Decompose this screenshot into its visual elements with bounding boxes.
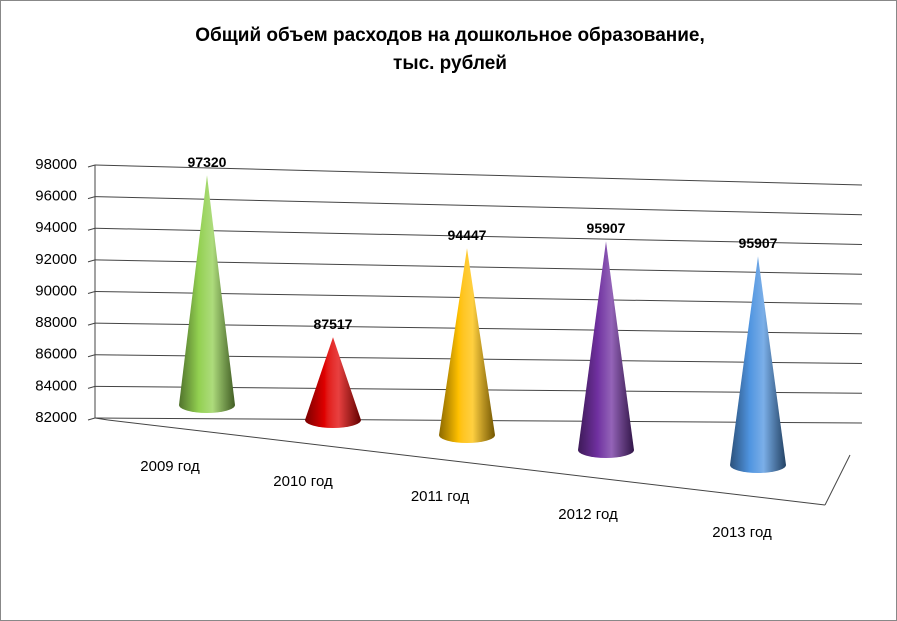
grid-line [94,259,863,275]
x-tick-label: 2011 год [411,488,470,505]
tick-mark [87,196,96,200]
value-label: 87517 [314,316,353,332]
tick-mark [87,227,96,231]
tick-mark [87,164,96,168]
value-label: 95907 [587,220,626,236]
x-tick-label: 2009 год [140,458,200,475]
tick-mark [87,291,96,294]
cone [578,241,634,458]
tick-mark [87,385,96,389]
tick-mark [87,417,96,421]
cone [730,256,786,473]
y-tick-label: 90000 [35,282,77,299]
y-tick-label: 98000 [35,156,77,173]
grid-line [94,164,863,186]
y-tick-label: 82000 [35,409,77,426]
cone [179,175,235,413]
tick-mark [87,259,96,263]
tick-mark [87,322,96,326]
tick-mark [87,354,96,358]
grid-line [94,227,863,245]
chart-title: тыс. рублей [393,53,507,74]
x-tick-label: 2012 год [558,506,618,523]
value-label: 95907 [739,235,778,251]
value-label: 97320 [188,154,227,170]
cone [439,248,495,443]
chart-title: Общий объем расходов на дошкольное образ… [195,25,705,46]
y-tick-label: 92000 [35,251,77,268]
x-tick-label: 2010 год [273,473,333,490]
x-tick-label: 2013 год [712,524,772,541]
grid-line [94,196,863,216]
y-tick-label: 84000 [35,377,77,394]
grid-line [94,291,863,305]
cone [305,337,361,428]
y-tick-label: 86000 [35,346,77,363]
y-tick-label: 88000 [35,314,77,331]
y-tick-label: 96000 [35,188,77,205]
value-label: 94447 [448,227,487,243]
y-tick-label: 94000 [35,219,77,236]
